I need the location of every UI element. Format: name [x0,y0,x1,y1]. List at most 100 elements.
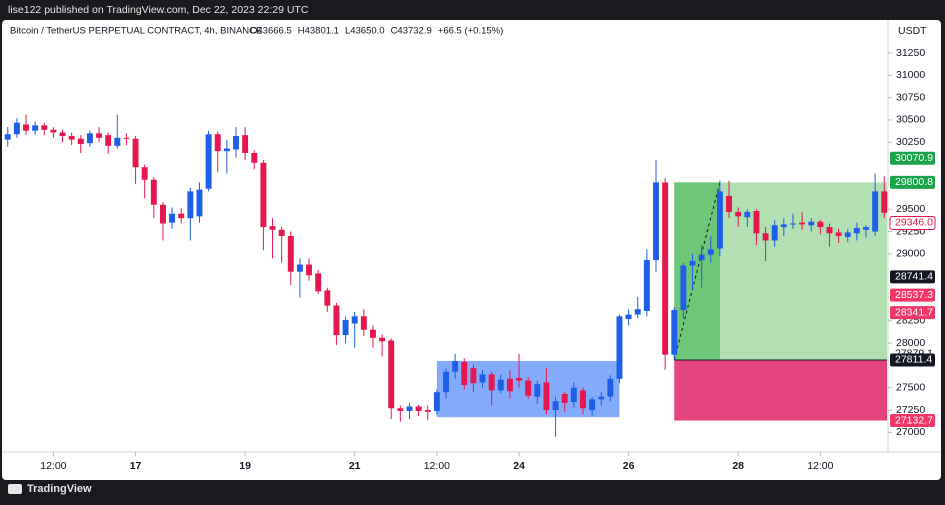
candle-body [561,393,568,403]
price-marker [890,175,935,189]
legend-item: O43666.5 [250,26,292,37]
candle-body [579,390,586,409]
candle-body [443,371,449,393]
price-marker [890,353,935,367]
candle-body [233,136,239,150]
candle-body [287,236,294,272]
legend-item: +66.5 (+0.15%) [438,26,504,37]
candle-body [187,191,194,219]
candle-body [589,399,596,411]
y-tick-label: 29000 [896,248,925,260]
price-marker-label: 27811.4 [895,354,932,366]
candle-body [342,319,349,336]
candle-body [169,213,176,223]
candle-body [150,179,157,205]
candle-body [360,316,367,330]
loss-zone [674,359,887,421]
price-marker-label: 29346.0 [895,217,933,229]
candle-body [50,129,57,133]
candle-body [23,124,29,131]
candle-body [653,182,659,261]
y-tick-label: 30250 [896,136,925,148]
x-tick-label: 12:00 [807,460,833,472]
candle-body [744,211,751,218]
candle-body [625,314,632,320]
price-marker-label: 27132.7 [895,414,933,426]
candle-body [251,152,258,163]
candle-body [863,227,869,230]
candle-body [369,329,376,338]
candle-body [397,408,404,411]
y-tick-label: 29500 [896,203,925,215]
x-tick-label: 28 [732,460,744,472]
y-tick-label: 27000 [896,426,925,438]
candle-body [726,195,733,212]
x-tick-label: 19 [239,460,251,472]
candle-body [698,254,705,261]
candle-body [388,340,395,409]
y-tick-label: 27250 [896,404,925,416]
price-marker [890,270,935,284]
price-marker [890,306,935,320]
candle-body [607,378,614,397]
y-tick-label: 31000 [896,69,925,81]
candle-body [178,213,185,219]
x-tick-label: 12:00 [424,460,450,472]
candle-body [671,310,678,355]
candle-body [214,134,221,152]
candle-body [315,273,322,292]
x-tick-label: 24 [513,460,525,472]
candle-body [789,223,796,225]
candle-body [525,380,532,396]
candle-body [817,221,824,228]
candle-body [552,401,559,411]
price-marker-label: 28537.3 [895,289,933,301]
candle-body [306,264,313,276]
candle-body [881,191,888,213]
candle-body [205,134,212,189]
price-marker-label: 30070.9 [895,152,933,164]
currency: USDT [898,25,927,37]
candle-body [351,316,358,324]
candle-body [196,189,203,217]
candle-body [662,182,669,355]
candle-body [771,225,778,241]
candle-body [707,249,714,255]
candle-body [461,361,468,386]
candle-body [105,135,112,146]
candle-body [716,191,723,249]
candle-body [808,221,815,226]
candle-body [379,337,386,342]
candle-body [415,406,422,411]
candle-body [260,162,267,228]
y-tick-label: 30750 [896,91,925,103]
candle-body [497,379,504,391]
candle-body [634,309,641,315]
candle-body [269,226,276,230]
candle-body [762,233,769,241]
price-marker [890,288,935,302]
candle-body [516,377,523,381]
candle-body [68,136,75,140]
logo [8,484,22,494]
candle-body [296,264,303,272]
candle-body [488,374,495,391]
plot [4,114,888,437]
candle-body [543,382,550,411]
candle-body [324,290,331,306]
brand: TradingView [27,483,92,495]
candle-body [242,135,249,153]
candle-body [141,167,148,180]
candle-body [278,229,285,236]
legend-item: H43801.1 [298,26,339,37]
candle-body [77,138,84,145]
x-tick-label: 26 [623,460,635,472]
y-tick-label: 30500 [896,114,925,126]
y-tick-label: 27500 [896,382,925,394]
candle-body [470,368,477,384]
price-marker-label: 29800.8 [895,176,933,188]
candle-body [753,211,760,234]
candle-body [424,410,431,412]
